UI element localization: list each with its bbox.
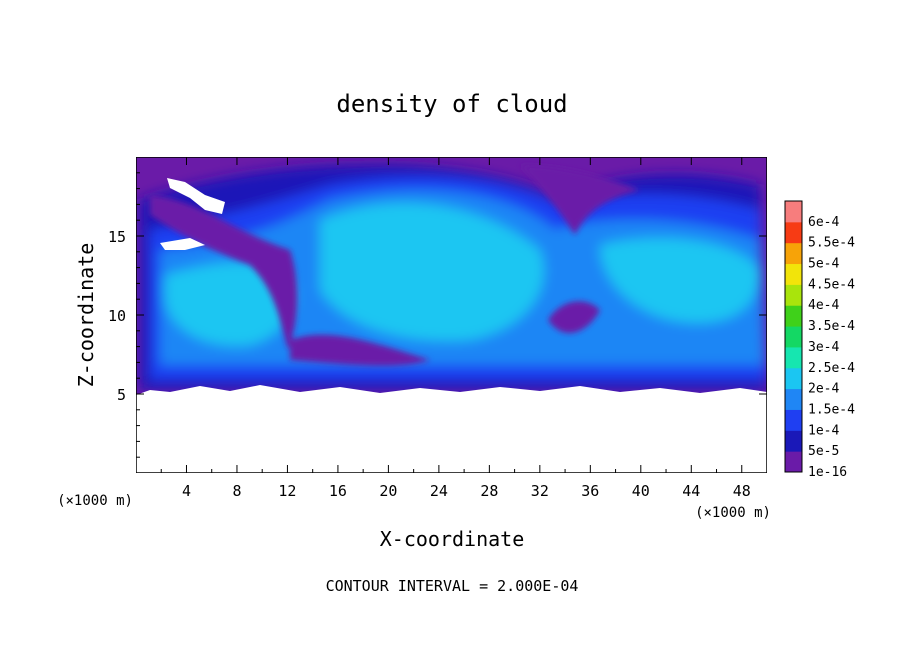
colorbar-swatch [785, 201, 802, 223]
x-tick-label: 32 [531, 482, 549, 500]
colorbar-label: 4e-4 [808, 298, 839, 313]
colorbar-swatch [785, 451, 802, 473]
colorbar-label: 2.5e-4 [808, 361, 855, 376]
purple-filament-left [150, 195, 298, 350]
x-tick-label: 16 [329, 482, 347, 500]
colorbar-label: 5e-5 [808, 444, 839, 459]
density-field [136, 157, 767, 473]
colorbar-swatch [785, 367, 802, 390]
colorbar-swatch [785, 221, 802, 244]
clear-patch-upper-left [167, 178, 225, 214]
cloud-core-right [600, 238, 760, 323]
x-tick-label: 48 [733, 482, 751, 500]
clear-patch-left [160, 238, 205, 250]
colorbar-swatch [785, 263, 802, 285]
x-tick-label: 40 [632, 482, 650, 500]
colorbar-swatch [785, 284, 802, 306]
colorbar-label: 5e-4 [808, 257, 839, 272]
x-unit-label: (×1000 m) [695, 505, 771, 521]
colorbar-frame [784, 200, 803, 473]
colorbar-swatch [785, 388, 802, 410]
colorbar-swatch [785, 305, 802, 327]
cloud-ragged-bottom [136, 385, 767, 473]
purple-eddy [548, 301, 600, 334]
x-tick-label: 28 [480, 482, 498, 500]
x-axis: 4 8 12 16 20 24 28 32 36 40 44 48 [160, 157, 751, 500]
y-axis-label: Z-coordinate [74, 243, 98, 388]
colorbar-swatch [785, 409, 802, 431]
colorbar-label: 6e-4 [808, 215, 839, 230]
purple-filament-mid [520, 165, 640, 235]
colorbar-label: 1e-4 [808, 423, 839, 438]
x-tick-label: 4 [182, 482, 191, 500]
x-tick-label: 44 [682, 482, 700, 500]
colorbar-label: 1.5e-4 [808, 402, 855, 417]
y-tick-label: 5 [117, 386, 126, 404]
colorbar-label: 1e-16 [808, 465, 847, 480]
y-tick-label: 10 [108, 307, 126, 325]
x-tick-label: 12 [278, 482, 296, 500]
chart-title: density of cloud [336, 90, 567, 118]
x-tick-label: 36 [581, 482, 599, 500]
cloud-core-left [165, 262, 294, 346]
x-tick-label: 8 [232, 482, 241, 500]
colorbar-label: 3e-4 [808, 340, 839, 355]
cloud-core-center [320, 203, 544, 341]
colorbar-label: 3.5e-4 [808, 319, 855, 334]
purple-streak-base [290, 334, 430, 366]
y-unit-label: (×1000 m) [57, 493, 133, 509]
x-axis-label: X-coordinate [380, 527, 525, 551]
colorbar-swatch [785, 430, 802, 452]
colorbar-swatch [785, 242, 802, 265]
colorbar-swatch [785, 326, 802, 348]
colorbar-swatch [785, 346, 802, 369]
colorbar-label: 5.5e-4 [808, 236, 855, 251]
x-tick-label: 24 [430, 482, 448, 500]
colorbar: 1e-16 5e-5 1e-4 1.5e-4 2e-4 2.5e-4 3e-4 3.5e-4 4… [784, 200, 855, 480]
x-tick-label: 20 [379, 482, 397, 500]
y-axis: 5 10 15 [108, 172, 767, 458]
y-tick-label: 15 [108, 228, 126, 246]
colorbar-label: 4.5e-4 [808, 277, 855, 292]
colorbar-label: 2e-4 [808, 382, 839, 397]
contour-interval-note: CONTOUR INTERVAL = 2.000E-04 [326, 577, 579, 595]
